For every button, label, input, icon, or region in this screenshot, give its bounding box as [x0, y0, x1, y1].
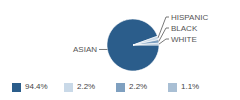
html-text:2.2%: 2.2% [77, 82, 96, 91]
svg-text:BLACK: BLACK [171, 24, 198, 33]
svg-text:HISPANIC: HISPANIC [171, 13, 208, 22]
html-text:94.4%: 94.4% [25, 82, 48, 91]
html-text:1.1%: 1.1% [181, 82, 200, 91]
svg-text:WHITE: WHITE [171, 35, 197, 44]
html-text:2.2%: 2.2% [129, 82, 148, 91]
svg-text:ASIAN: ASIAN [73, 45, 97, 54]
